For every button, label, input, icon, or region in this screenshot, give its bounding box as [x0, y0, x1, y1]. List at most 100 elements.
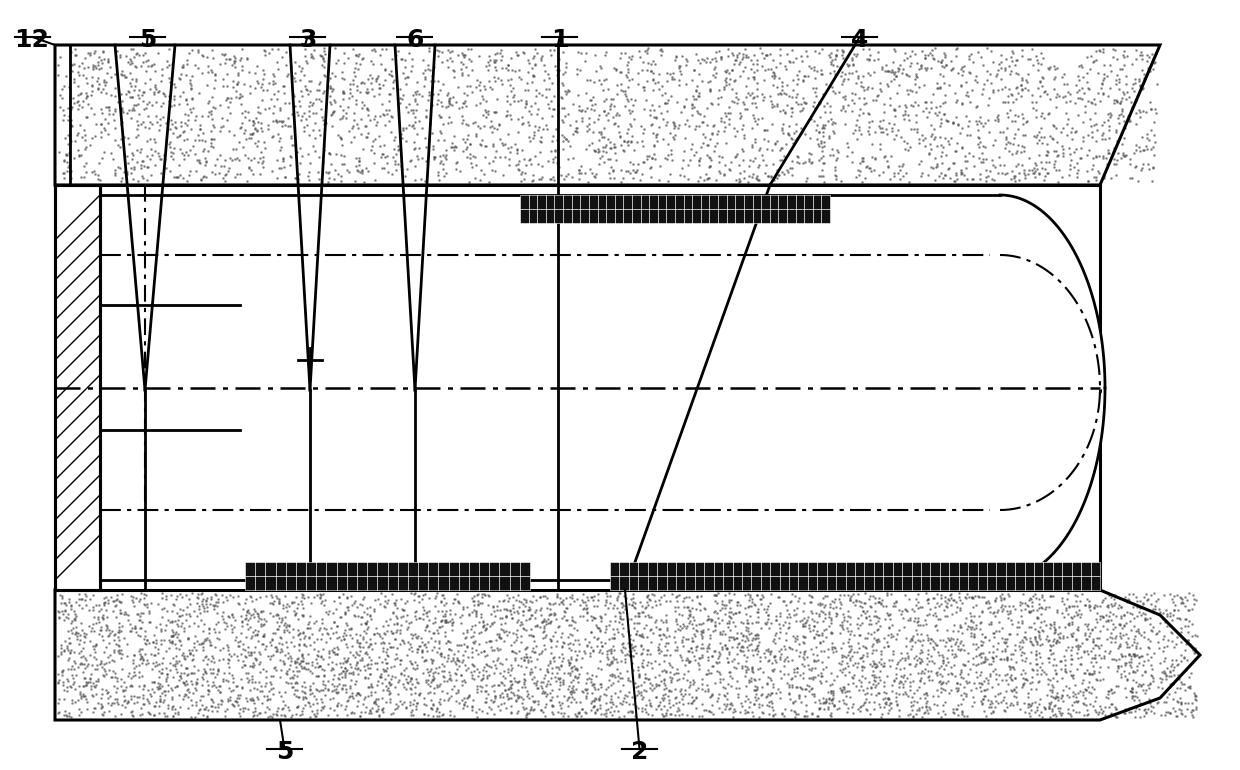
Point — [1019, 707, 1039, 719]
Point — [843, 671, 863, 684]
Point — [484, 695, 503, 707]
Point — [1142, 625, 1162, 638]
Point — [446, 668, 466, 680]
Point — [653, 710, 673, 722]
Point — [951, 80, 971, 92]
Point — [595, 46, 615, 59]
Point — [833, 99, 853, 112]
Point — [262, 597, 281, 609]
Point — [923, 44, 942, 56]
Point — [345, 174, 365, 186]
Point — [103, 594, 123, 607]
Point — [719, 587, 739, 599]
Point — [867, 89, 887, 102]
Point — [265, 708, 285, 720]
Point — [466, 130, 486, 142]
Point — [425, 599, 445, 611]
Point — [711, 52, 730, 65]
Point — [154, 111, 174, 123]
Point — [86, 702, 105, 715]
Point — [1120, 614, 1140, 627]
Point — [384, 158, 404, 170]
Point — [342, 599, 362, 611]
Point — [639, 609, 658, 621]
Point — [464, 604, 484, 616]
Point — [324, 105, 343, 118]
Point — [756, 606, 776, 618]
Point — [980, 606, 999, 618]
Point — [348, 50, 368, 62]
Point — [796, 631, 816, 643]
Point — [770, 56, 790, 69]
Point — [949, 699, 968, 711]
Point — [911, 639, 931, 651]
Point — [775, 105, 795, 118]
Point — [605, 141, 625, 153]
Point — [290, 658, 310, 671]
Point — [619, 640, 639, 652]
Point — [977, 683, 997, 695]
Point — [562, 171, 582, 183]
Point — [274, 708, 294, 721]
Point — [430, 650, 450, 662]
Point — [202, 44, 222, 56]
Point — [238, 65, 258, 78]
Point — [1105, 97, 1125, 109]
Point — [905, 78, 925, 90]
Point — [1085, 695, 1105, 708]
Point — [981, 701, 1001, 713]
Point — [508, 126, 528, 139]
Point — [801, 596, 821, 608]
Point — [738, 51, 758, 63]
Point — [105, 628, 125, 640]
Point — [407, 631, 427, 644]
Point — [869, 688, 889, 700]
Point — [1084, 660, 1104, 672]
Point — [598, 107, 618, 119]
Point — [925, 42, 945, 55]
Point — [388, 601, 408, 614]
Point — [489, 644, 508, 657]
Point — [98, 67, 118, 79]
Point — [766, 614, 786, 626]
Point — [306, 671, 326, 683]
Point — [162, 118, 182, 130]
Point — [848, 70, 868, 82]
Point — [154, 88, 174, 100]
Point — [735, 704, 755, 716]
Point — [641, 171, 661, 183]
Point — [709, 167, 729, 179]
Point — [144, 676, 164, 688]
Point — [903, 675, 923, 688]
Point — [619, 645, 639, 658]
Point — [997, 106, 1017, 119]
Point — [1027, 163, 1047, 176]
Point — [856, 598, 875, 610]
Point — [508, 614, 528, 626]
Point — [347, 118, 367, 130]
Point — [688, 89, 708, 102]
Point — [472, 705, 492, 717]
Point — [482, 644, 502, 656]
Point — [656, 649, 676, 661]
Point — [961, 614, 981, 626]
Point — [81, 89, 100, 102]
Point — [1085, 599, 1105, 611]
Point — [260, 693, 280, 705]
Point — [835, 118, 854, 130]
Point — [866, 94, 885, 106]
Point — [1131, 680, 1151, 692]
Point — [631, 689, 651, 701]
Point — [646, 614, 666, 626]
Point — [238, 646, 258, 658]
Point — [750, 42, 770, 54]
Point — [610, 697, 630, 709]
Point — [624, 588, 644, 601]
Point — [941, 685, 961, 697]
Point — [486, 47, 506, 59]
Point — [794, 92, 813, 104]
Point — [1040, 639, 1060, 651]
Point — [998, 611, 1018, 624]
Point — [720, 670, 740, 682]
Point — [872, 598, 892, 610]
